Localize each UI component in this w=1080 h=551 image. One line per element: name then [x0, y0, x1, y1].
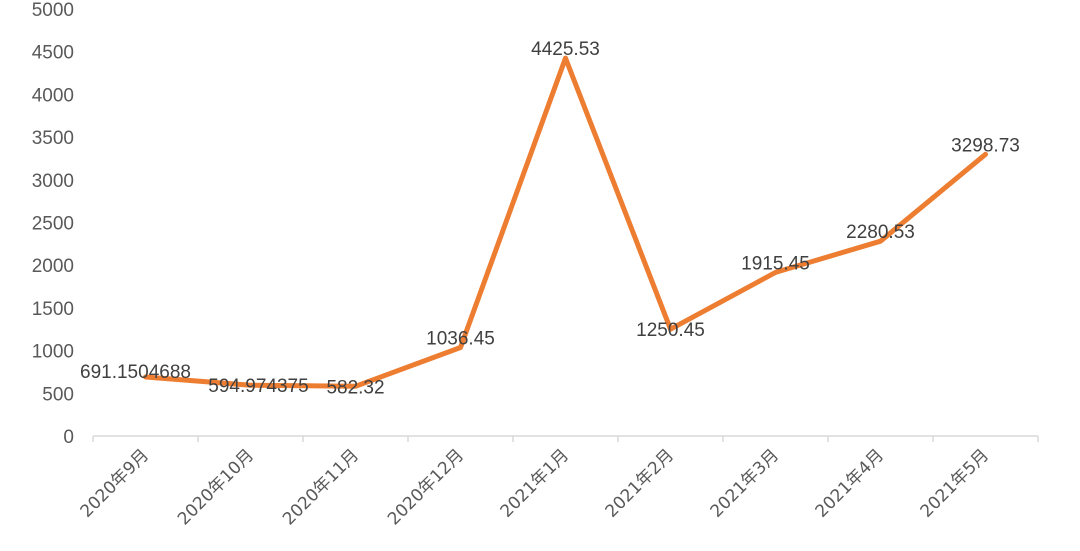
x-tick-label: 2021年3月: [707, 445, 783, 521]
y-tick-label: 1500: [32, 299, 74, 320]
x-tick-label: 2021年4月: [812, 445, 888, 521]
data-label: 594.974375: [208, 376, 308, 397]
data-label: 3298.73: [951, 135, 1020, 156]
data-label: 2280.53: [846, 222, 915, 243]
y-tick-label: 5000: [32, 0, 74, 21]
y-tick-label: 2000: [32, 256, 74, 277]
data-label: 1250.45: [636, 320, 705, 341]
x-tick-label: 2021年2月: [602, 445, 678, 521]
x-tick-label: 2020年12月: [384, 445, 468, 529]
y-tick-label: 500: [42, 384, 74, 405]
x-tick-label: 2021年5月: [917, 445, 993, 521]
x-axis: 2020年9月 2020年10月 2020年11月 2020年12月 2021年1月 20…: [77, 435, 1039, 529]
y-tick-label: 2500: [32, 214, 74, 235]
y-tick-label: 4000: [32, 85, 74, 106]
data-label: 4425.53: [531, 39, 600, 60]
y-tick-label: 4500: [32, 43, 74, 64]
y-tick-label: 3000: [32, 171, 74, 192]
data-label: 1915.45: [741, 253, 810, 274]
y-tick-label: 1000: [32, 342, 74, 363]
x-tick-label: 2020年11月: [279, 445, 363, 529]
series-layer: [143, 55, 988, 389]
y-tick-label: 3500: [32, 128, 74, 149]
series-line: [143, 55, 988, 389]
y-tick-label: 0: [63, 427, 74, 448]
x-tick-label: 2021年1月: [497, 445, 573, 521]
data-label: 582.32: [326, 377, 384, 398]
x-tick-label: 2020年10月: [174, 445, 258, 529]
data-labels: 691.1504688 594.974375 582.32 1036.45 4425.5…: [80, 39, 1020, 398]
data-label: 691.1504688: [80, 362, 191, 383]
x-tick-label: 2020年9月: [77, 445, 153, 521]
y-axis-ticks: 0 500 1000 1500 2000 2500 3000 3500 4000 4500 5000: [32, 0, 74, 448]
data-label: 1036.45: [426, 328, 495, 349]
